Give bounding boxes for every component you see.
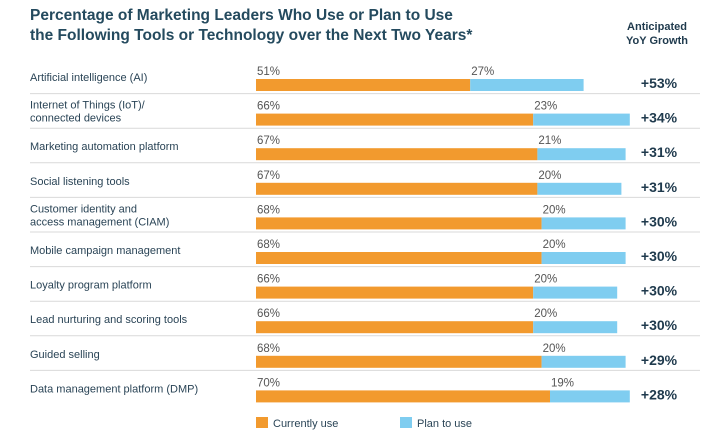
bar-plan-to-use	[470, 79, 584, 91]
category-label: Social listening tools	[30, 176, 130, 188]
value-label-plan-to-use: 19%	[551, 377, 574, 389]
value-label-plan-to-use: 21%	[538, 135, 561, 147]
value-label-currently-use: 66%	[257, 101, 280, 113]
growth-value: +29%	[641, 352, 678, 368]
legend-label-plan-to-use: Plan to use	[417, 418, 472, 430]
bar-currently-use	[256, 148, 538, 161]
bar-plan-to-use	[537, 148, 626, 161]
value-label-plan-to-use: 20%	[534, 308, 557, 320]
value-label-plan-to-use: 23%	[534, 101, 557, 113]
value-label-currently-use: 66%	[257, 274, 280, 286]
value-label-plan-to-use: 20%	[538, 170, 561, 182]
category-label: Loyalty program platform	[30, 280, 152, 292]
category-label: connected devices	[30, 113, 122, 125]
growth-value: +30%	[641, 248, 678, 264]
value-label-currently-use: 68%	[257, 239, 280, 251]
growth-value: +30%	[641, 213, 678, 229]
legend-swatch-currently-use	[256, 417, 268, 428]
bar-plan-to-use	[541, 252, 626, 264]
bar-currently-use	[256, 355, 542, 368]
value-label-plan-to-use: 27%	[471, 66, 494, 78]
category-label: Mobile campaign management	[30, 245, 180, 257]
growth-value: +34%	[641, 110, 678, 126]
category-label: Data management platform (DMP)	[30, 383, 198, 395]
category-label: access management (CIAM)	[30, 216, 169, 228]
bar-currently-use	[256, 217, 542, 230]
value-label-plan-to-use: 20%	[543, 343, 566, 355]
growth-header-line-2: YoY Growth	[626, 35, 688, 47]
value-label-currently-use: 67%	[257, 135, 280, 147]
bar-currently-use	[256, 390, 550, 403]
category-label: Marketing automation platform	[30, 141, 179, 153]
growth-column-header: Anticipated YoY Growth	[598, 20, 716, 48]
category-label: Lead nurturing and scoring tools	[30, 314, 188, 326]
bar-plan-to-use	[533, 113, 630, 126]
value-label-plan-to-use: 20%	[543, 204, 566, 216]
legend-label-currently-use: Currently use	[273, 418, 338, 430]
bar-currently-use	[256, 182, 538, 195]
bar-plan-to-use	[550, 390, 630, 403]
growth-value: +31%	[641, 179, 678, 195]
bar-currently-use	[256, 79, 471, 91]
category-label: Internet of Things (IoT)/	[30, 100, 146, 112]
growth-value: +30%	[641, 317, 678, 333]
value-label-plan-to-use: 20%	[534, 274, 557, 286]
legend-swatch-plan-to-use	[400, 417, 412, 428]
growth-value: +31%	[641, 144, 678, 160]
bar-currently-use	[256, 286, 534, 299]
value-label-currently-use: 68%	[257, 204, 280, 216]
bar-plan-to-use	[533, 286, 618, 299]
value-label-currently-use: 67%	[257, 170, 280, 182]
bar-plan-to-use	[537, 182, 622, 195]
value-label-currently-use: 68%	[257, 343, 280, 355]
bar-currently-use	[256, 113, 534, 126]
bar-plan-to-use	[541, 355, 626, 368]
growth-value: +53%	[641, 75, 678, 91]
value-label-currently-use: 70%	[257, 377, 280, 389]
growth-value: +28%	[641, 386, 678, 402]
value-label-currently-use: 51%	[257, 66, 280, 78]
chart-title: Percentage of Marketing Leaders Who Use …	[30, 6, 550, 46]
category-label: Guided selling	[30, 349, 100, 361]
value-label-plan-to-use: 20%	[543, 239, 566, 251]
bar-currently-use	[256, 321, 534, 334]
category-label: Artificial intelligence (AI)	[30, 72, 147, 84]
bar-plan-to-use	[541, 217, 626, 230]
chart-title-line-2: the Following Tools or Technology over t…	[30, 27, 473, 44]
bar-currently-use	[256, 252, 542, 264]
chart-title-line-1: Percentage of Marketing Leaders Who Use …	[30, 7, 453, 24]
category-label: Customer identity and	[30, 203, 137, 215]
growth-value: +30%	[641, 283, 678, 299]
value-label-currently-use: 66%	[257, 308, 280, 320]
growth-header-line-1: Anticipated	[627, 21, 687, 33]
bar-plan-to-use	[533, 321, 618, 334]
